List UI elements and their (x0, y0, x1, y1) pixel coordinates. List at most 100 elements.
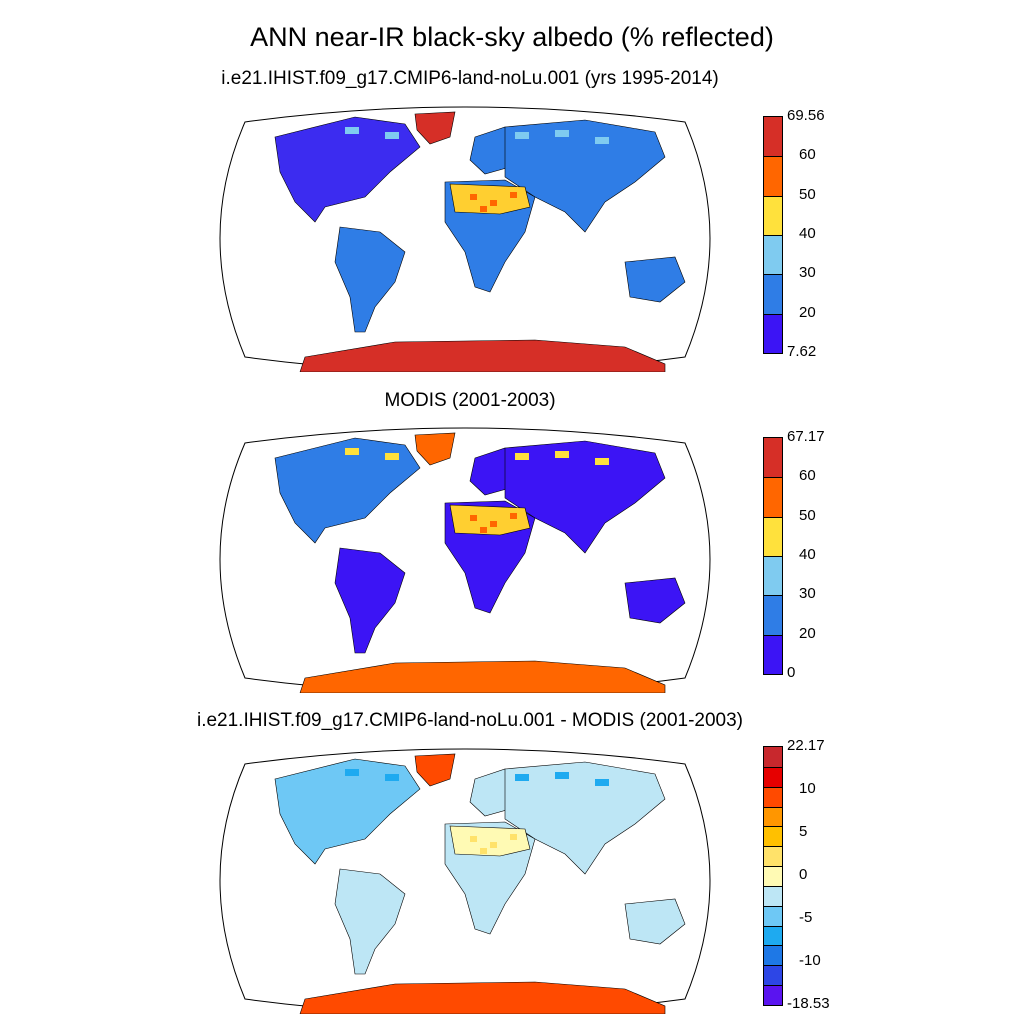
snow-cell (385, 774, 399, 781)
australia-landmass (624, 256, 686, 303)
desert-cell (510, 192, 517, 198)
colorbar-swatch (764, 595, 782, 635)
colorbar-swatch (764, 786, 782, 807)
snow-cell (345, 769, 359, 776)
colorbar-tick-label: 40 (799, 225, 816, 242)
colorbar-swatch (764, 826, 782, 847)
colorbar-swatch (764, 925, 782, 946)
desert-cell (470, 836, 477, 842)
greenland-landmass (414, 432, 456, 466)
desert-cell (470, 194, 477, 200)
colorbar-tick-label: -18.53 (787, 995, 830, 1012)
panel-2-subtitle: MODIS (2001-2003) (384, 390, 556, 411)
desert-cell (480, 206, 487, 212)
antarctica-landmass (299, 660, 666, 693)
colorbar-swatch (764, 234, 782, 275)
desert-cell (510, 513, 517, 519)
colorbar-tick-label: 30 (799, 264, 816, 282)
snow-cell (595, 779, 609, 786)
panel-3-colorbar (763, 746, 783, 1006)
snow-cell (555, 451, 569, 458)
colorbar-swatch (764, 313, 782, 353)
colorbar-tick-label: 50 (799, 506, 816, 524)
desert-cell (490, 521, 497, 527)
colorbar-tick-label: 67.17 (787, 428, 825, 445)
antarctica-landmass (299, 339, 666, 372)
snow-cell (385, 453, 399, 460)
figure-title: ANN near-IR black-sky albedo (% reflecte… (250, 22, 774, 52)
panel-3-subtitle: i.e21.IHIST.f09_g17.CMIP6-land-noLu.001 … (196, 710, 744, 731)
snow-cell (515, 774, 529, 781)
colorbar-swatch (764, 846, 782, 867)
colorbar-swatch (764, 117, 782, 157)
colorbar-swatch (764, 477, 782, 517)
colorbar-tick-label: 50 (799, 185, 816, 203)
colorbar-swatch (764, 516, 782, 556)
colorbar-swatch (764, 438, 782, 478)
colorbar-swatch (764, 866, 782, 886)
desert-cell (480, 527, 487, 533)
snow-cell (555, 772, 569, 779)
colorbar-tick-label: 5 (799, 823, 808, 840)
colorbar-tick-label: 69.56 (787, 107, 825, 124)
colorbar-tick-label: 40 (799, 546, 816, 563)
snow-cell (515, 453, 529, 460)
panel-2-colorbar (763, 437, 783, 675)
desert-cell (470, 515, 477, 521)
snow-cell (595, 137, 609, 144)
colorbar-swatch (764, 885, 782, 906)
colorbar-tick-label: 60 (799, 467, 816, 485)
colorbar-tick-label: 22.17 (787, 737, 825, 754)
sahara-landmass (449, 183, 531, 215)
northAmerica-landmass (274, 758, 421, 865)
colorbar-swatch (764, 766, 782, 787)
colorbar-tick-label: -5 (799, 909, 813, 926)
colorbar-tick-label: 20 (799, 303, 816, 321)
colorbar-swatch (764, 195, 782, 235)
colorbar-tick-label: 7.62 (787, 343, 817, 360)
colorbar-tick-label: 0 (787, 664, 796, 681)
colorbar-swatch (764, 945, 782, 966)
desert-cell (480, 848, 487, 854)
snow-cell (555, 130, 569, 137)
southAmerica-landmass (334, 547, 406, 654)
snow-cell (385, 132, 399, 139)
australia-landmass (624, 577, 686, 624)
snow-cell (515, 132, 529, 139)
snow-cell (345, 127, 359, 134)
colorbar-tick-label: 60 (799, 146, 816, 164)
desert-cell (510, 834, 517, 840)
snow-cell (345, 448, 359, 455)
australia-landmass (624, 898, 686, 945)
greenland-landmass (414, 111, 456, 145)
colorbar-swatch (764, 274, 782, 314)
colorbar-tick-label: 20 (799, 624, 816, 642)
southAmerica-landmass (334, 868, 406, 975)
colorbar-swatch (764, 555, 782, 596)
panel-1-subtitle: i.e21.IHIST.f09_g17.CMIP6-land-noLu.001 … (221, 68, 719, 89)
southAmerica-landmass (334, 226, 406, 333)
antarctica-landmass (299, 981, 666, 1014)
desert-cell (490, 200, 497, 206)
panel-3-map (205, 744, 725, 1014)
colorbar-swatch (764, 965, 782, 986)
colorbar-tick-label: -10 (799, 952, 821, 969)
colorbar-tick-label: 30 (799, 585, 816, 603)
colorbar-tick-label: 10 (799, 780, 816, 797)
colorbar-swatch (764, 747, 782, 767)
panel-1-colorbar (763, 116, 783, 354)
panel-2-map (205, 423, 725, 693)
colorbar-swatch (764, 806, 782, 827)
greenland-landmass (414, 753, 456, 787)
snow-cell (595, 458, 609, 465)
colorbar-swatch (764, 156, 782, 196)
colorbar-swatch (764, 634, 782, 674)
sahara-landmass (449, 504, 531, 536)
northAmerica-landmass (274, 116, 421, 223)
colorbar-swatch (764, 905, 782, 926)
desert-cell (490, 842, 497, 848)
northAmerica-landmass (274, 437, 421, 544)
colorbar-tick-label: 0 (799, 866, 808, 883)
sahara-landmass (449, 825, 531, 857)
panel-1-map (205, 102, 725, 372)
